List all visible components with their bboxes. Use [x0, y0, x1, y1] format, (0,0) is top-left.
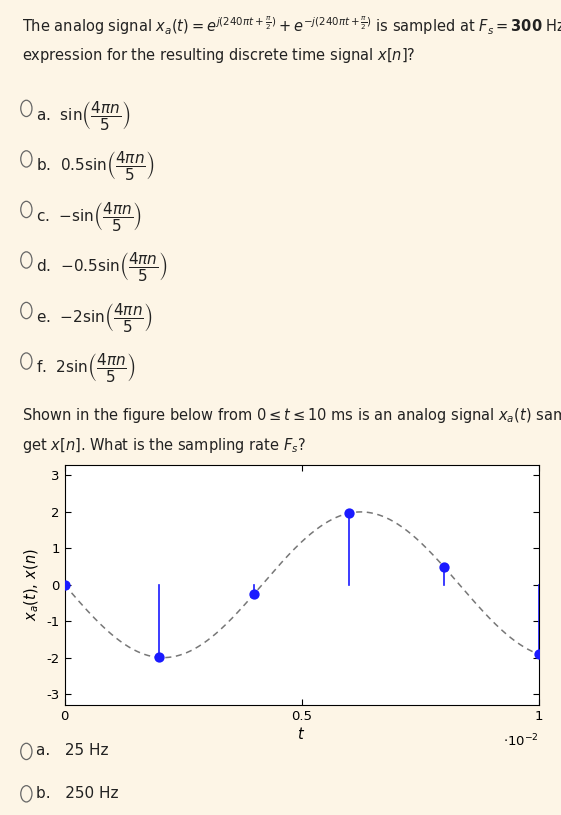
- Text: f.  $2\sin\!\left(\dfrac{4\pi n}{5}\right)$: f. $2\sin\!\left(\dfrac{4\pi n}{5}\right…: [36, 351, 136, 384]
- Text: a.  $\sin\!\left(\dfrac{4\pi n}{5}\right)$: a. $\sin\!\left(\dfrac{4\pi n}{5}\right)…: [36, 99, 131, 131]
- Point: [344, 507, 353, 520]
- Text: b.   250 Hz: b. 250 Hz: [36, 786, 119, 800]
- Text: a.   25 Hz: a. 25 Hz: [36, 743, 109, 758]
- Text: c.  $-\sin\!\left(\dfrac{4\pi n}{5}\right)$: c. $-\sin\!\left(\dfrac{4\pi n}{5}\right…: [36, 200, 142, 232]
- Text: d.  $-0.5\sin\!\left(\dfrac{4\pi n}{5}\right)$: d. $-0.5\sin\!\left(\dfrac{4\pi n}{5}\ri…: [36, 250, 168, 283]
- Text: Shown in the figure below from $0 \leq t \leq 10$ ms is an analog signal $x_a(t): Shown in the figure below from $0 \leq t…: [22, 406, 561, 425]
- X-axis label: $t$: $t$: [297, 725, 306, 742]
- Text: expression for the resulting discrete time signal $x[n]$?: expression for the resulting discrete ti…: [22, 46, 416, 64]
- Point: [155, 651, 164, 664]
- Point: [60, 579, 69, 592]
- Point: [534, 648, 543, 661]
- Text: get $x[n]$. What is the sampling rate $F_s$?: get $x[n]$. What is the sampling rate $F…: [22, 436, 306, 455]
- Text: e.  $-2\sin\!\left(\dfrac{4\pi n}{5}\right)$: e. $-2\sin\!\left(\dfrac{4\pi n}{5}\righ…: [36, 301, 153, 333]
- Point: [439, 560, 448, 573]
- Point: [250, 588, 259, 601]
- Text: The analog signal $x_a(t) = e^{j(240\pi t+\frac{\pi}{2})} + e^{-j(240\pi t+\frac: The analog signal $x_a(t) = e^{j(240\pi …: [22, 15, 561, 37]
- Text: $\cdot10^{-2}$: $\cdot10^{-2}$: [503, 733, 539, 749]
- Text: b.  $0.5\sin\!\left(\dfrac{4\pi n}{5}\right)$: b. $0.5\sin\!\left(\dfrac{4\pi n}{5}\rig…: [36, 149, 155, 182]
- Y-axis label: $x_a(t),\,x(n)$: $x_a(t),\,x(n)$: [22, 548, 41, 621]
